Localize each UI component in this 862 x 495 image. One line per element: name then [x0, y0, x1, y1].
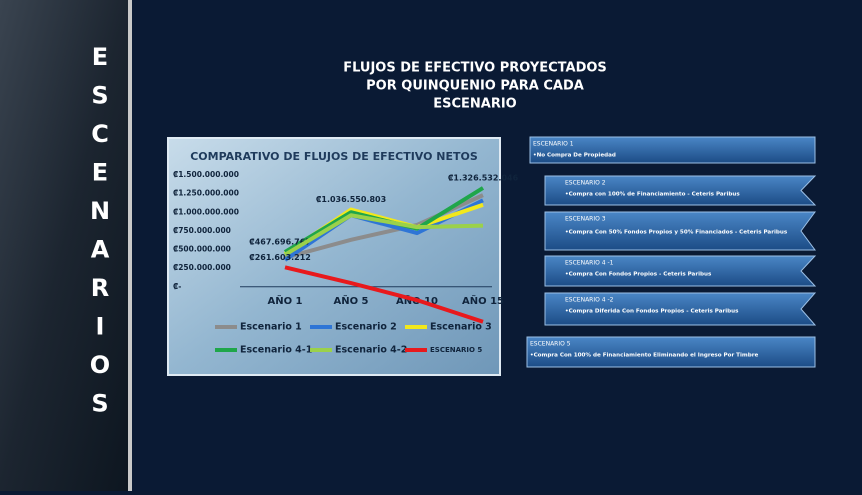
side-letter: S	[91, 390, 108, 418]
scenario-box	[529, 136, 816, 164]
legend-label: Escenario 3	[430, 322, 492, 333]
divider	[128, 0, 132, 491]
y-tick-label: ₡-	[173, 282, 181, 291]
slide-title: FLUJOS DE EFECTIVO PROYECTADOS	[343, 61, 607, 76]
scenario-title: ESCENARIO 1	[533, 141, 574, 148]
side-letter: S	[91, 82, 108, 110]
data-label: ₡467.696.767	[249, 237, 311, 246]
scenario-box	[544, 211, 816, 251]
scenario-title: ESCENARIO 4 -2	[565, 297, 614, 304]
slide-title: POR QUINQUENIO PARA CADA	[366, 79, 584, 94]
series-line	[283, 213, 484, 257]
y-tick-label: ₡1.000.000.000	[173, 207, 239, 216]
scenario-text: •Compra Diferida Con Fondos Propios - Ce…	[565, 309, 739, 315]
chart-frame	[167, 137, 501, 376]
side-letter: N	[90, 197, 110, 225]
series-line	[284, 265, 484, 324]
y-tick-label: ₡1.250.000.000	[173, 189, 239, 198]
data-label: ₡261.603.212	[249, 253, 311, 262]
y-tick-label: ₡1.500.000.000	[173, 170, 239, 179]
scenario-text: •No Compra De Propiedad	[533, 153, 616, 159]
scenario-text: •Compra Con 50% Fondos Propios y 50% Fin…	[565, 230, 788, 236]
legend-label: Escenario 4-1	[240, 345, 312, 356]
legend-label: ESCENARIO 5	[430, 346, 482, 354]
side-letter: C	[91, 120, 109, 148]
scenario-text: •Compra con 100% de Financiamiento - Cet…	[565, 192, 740, 198]
legend-label: Escenario 1	[240, 322, 302, 333]
slide-title: ESCENARIO	[433, 97, 517, 112]
scenario-title: ESCENARIO 4 -1	[565, 260, 614, 267]
chart-title: COMPARATIVO DE FLUJOS DE EFECTIVO NETOS	[190, 150, 478, 163]
scenario-box	[544, 292, 817, 326]
scenario-box	[544, 175, 817, 206]
side-letter: E	[92, 43, 108, 71]
x-tick-label: AÑO 1	[267, 294, 302, 307]
legend-label: Escenario 2	[335, 322, 397, 333]
scenario-text: •Compra Con 100% de Financiamiento Elimi…	[530, 353, 758, 359]
scenario-text: •Compra Con Fondos Propios - Ceteris Par…	[565, 272, 712, 278]
side-letter: O	[90, 351, 110, 379]
data-label: ₡1.036.550.803	[316, 195, 386, 204]
scenario-box	[544, 255, 817, 287]
scenario-title: ESCENARIO 5	[530, 341, 571, 348]
side-letter: I	[96, 313, 105, 341]
y-tick-label: ₡250.000.000	[173, 263, 231, 272]
y-tick-label: ₡750.000.000	[173, 226, 231, 235]
side-panel	[0, 0, 128, 491]
y-tick-label: ₡500.000.000	[173, 245, 231, 254]
side-letter: R	[91, 274, 109, 302]
x-tick-label: AÑO 15	[462, 294, 504, 307]
scenario-title: ESCENARIO 2	[565, 180, 606, 187]
x-tick-label: AÑO 5	[333, 294, 368, 307]
side-letter: A	[91, 236, 110, 264]
scenario-title: ESCENARIO 3	[565, 216, 606, 223]
legend-label: Escenario 4-2	[335, 345, 407, 356]
scenario-box	[526, 336, 816, 368]
side-letter: E	[92, 159, 108, 187]
data-label: ₡1.326.532.046	[448, 173, 519, 182]
